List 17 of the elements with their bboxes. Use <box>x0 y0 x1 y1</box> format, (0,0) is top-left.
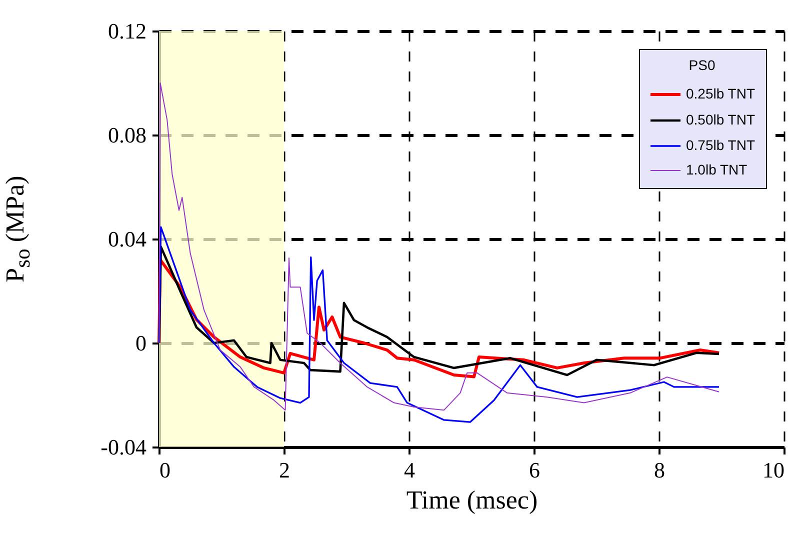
x-tick-label: 0 <box>160 458 170 482</box>
y-tick-label: 0.08 <box>108 122 146 148</box>
y-tick-label: -0.04 <box>100 434 146 460</box>
x-tick-label: 4 <box>404 458 415 482</box>
x-tick-label: 6 <box>529 458 540 482</box>
y-tick-label: 0.04 <box>108 226 146 252</box>
legend-label: 0.75lb TNT <box>686 137 756 153</box>
y-tick-label: 0 <box>136 330 146 356</box>
x-tick-label: 8 <box>654 458 665 482</box>
x-tick-label: 10 <box>762 458 784 482</box>
legend-label: 0.25lb TNT <box>686 86 756 102</box>
legend-title: PS0 <box>688 57 716 73</box>
x-axis-title: Time (msec) <box>406 486 538 514</box>
legend-label: 0.50lb TNT <box>686 112 756 128</box>
x-tick-label: 2 <box>279 458 290 482</box>
y-tick-label: 0.12 <box>108 18 146 44</box>
legend-label: 1.0lb TNT <box>686 162 748 178</box>
